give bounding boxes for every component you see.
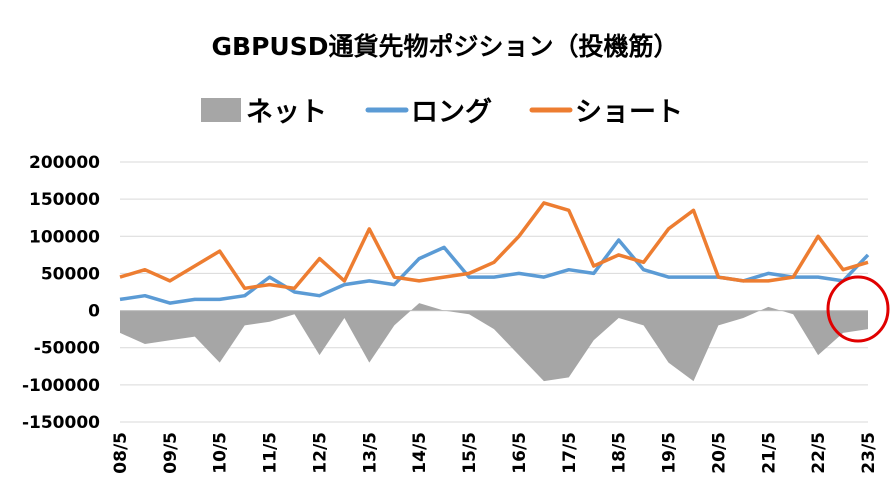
x-tick-label: 15/5 xyxy=(460,432,480,474)
x-tick-label: 11/5 xyxy=(261,432,281,474)
series-short-line xyxy=(119,201,869,291)
series-net-area xyxy=(120,303,868,382)
y-tick-label: 150000 xyxy=(29,190,100,210)
x-tick-label: 19/5 xyxy=(660,432,680,474)
legend-item-net: ネット xyxy=(201,97,327,128)
y-tick-label: -100000 xyxy=(22,376,100,396)
x-axis-ticks: 08/5 09/5 10/5 11/5 12/5 13/5 14/5 15/5 16/5 17/5… xyxy=(111,432,879,474)
x-tick-label: 08/5 xyxy=(111,432,131,474)
y-tick-label: 200000 xyxy=(29,153,100,173)
x-tick-label: 23/5 xyxy=(859,432,879,474)
x-tick-label: 17/5 xyxy=(560,432,580,474)
x-tick-label: 14/5 xyxy=(410,432,430,474)
legend-item-short: ショート xyxy=(529,97,683,128)
y-tick-label: 0 xyxy=(88,302,100,322)
legend-item-long: ロング xyxy=(365,96,492,128)
x-tick-label: 22/5 xyxy=(809,432,829,474)
legend-label-net: ネット xyxy=(246,97,327,128)
x-tick-label: 20/5 xyxy=(709,432,729,474)
x-tick-label: 21/5 xyxy=(759,432,779,474)
legend-label-long: ロング xyxy=(411,96,492,128)
y-tick-label: -150000 xyxy=(22,413,100,433)
legend: ネット ロング ショート xyxy=(201,96,683,128)
plot-area xyxy=(119,201,870,382)
legend-label-short: ショート xyxy=(575,97,683,128)
y-tick-label: 50000 xyxy=(41,264,100,284)
y-tick-label: 100000 xyxy=(29,227,100,247)
y-tick-label: -50000 xyxy=(34,339,100,359)
x-tick-label: 10/5 xyxy=(211,432,231,474)
y-axis-ticks: 200000 150000 100000 50000 0 -50000 -100000 -15… xyxy=(22,153,100,433)
legend-swatch-net xyxy=(201,98,241,122)
x-tick-label: 12/5 xyxy=(310,432,330,474)
x-tick-label: 13/5 xyxy=(360,432,380,474)
gridlines xyxy=(120,161,868,423)
x-tick-label: 09/5 xyxy=(161,432,181,474)
x-tick-label: 16/5 xyxy=(510,432,530,474)
x-tick-label: 18/5 xyxy=(610,432,630,474)
highlight-circle xyxy=(826,275,890,343)
chart-title: GBPUSD通貨先物ポジション（投機筋） xyxy=(212,32,679,61)
